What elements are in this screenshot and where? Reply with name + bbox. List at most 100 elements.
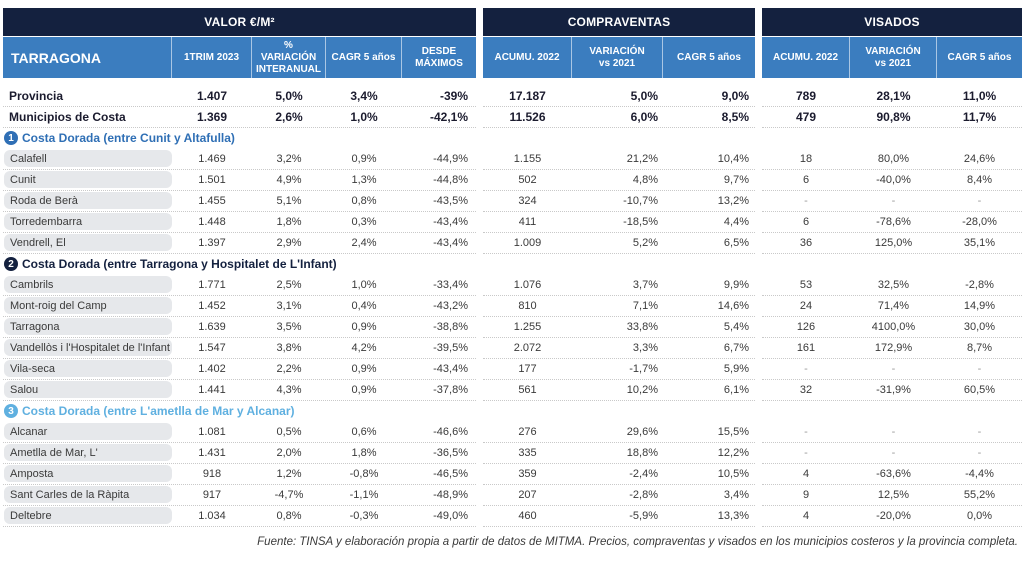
row-divider bbox=[483, 337, 755, 338]
row-divider bbox=[483, 463, 755, 464]
cell-cagr-valor: 0,3% bbox=[351, 215, 377, 228]
cell-cv-acumu: 17.187 bbox=[509, 88, 546, 103]
row-divider bbox=[762, 400, 1022, 401]
cell-cagr-valor: 0,8% bbox=[351, 194, 377, 207]
cell-cv-cagr: 6,7% bbox=[723, 341, 749, 354]
municipality-name: Vandellòs i l'Hospitalet de l'Infant bbox=[4, 339, 172, 356]
cell-trim: 1.034 bbox=[198, 509, 226, 522]
cell-trim: 1.501 bbox=[198, 173, 226, 186]
cell-cv-cagr: 9,0% bbox=[721, 88, 749, 103]
cell-cv-cagr: 9,7% bbox=[723, 173, 749, 186]
cell-var-interanual: 2,2% bbox=[276, 362, 302, 375]
row-divider bbox=[483, 253, 755, 254]
cell-trim: 1.452 bbox=[198, 299, 226, 312]
municipality-name: Ametlla de Mar, L' bbox=[4, 444, 172, 461]
municipality-name: Tarragona bbox=[4, 318, 172, 335]
row-divider bbox=[483, 169, 755, 170]
row-divider bbox=[3, 190, 476, 191]
row-divider bbox=[762, 379, 1022, 380]
cell-cv-cagr: 5,4% bbox=[723, 320, 749, 333]
row-label: Municipios de Costa bbox=[9, 109, 126, 124]
cell-trim: 1.448 bbox=[198, 215, 226, 228]
row-divider bbox=[762, 505, 1022, 506]
row-divider bbox=[762, 211, 1022, 212]
cell-var-interanual: 3,5% bbox=[276, 320, 302, 333]
cell-vis-cagr: - bbox=[977, 194, 982, 207]
cell-desde-maximos: -36,5% bbox=[433, 446, 468, 459]
cell-vis-var: - bbox=[891, 194, 896, 207]
cell-desde-maximos: -39% bbox=[439, 88, 468, 103]
cell-vis-acumu: 24 bbox=[799, 299, 813, 312]
col-header-vis-var: VARIACIÓN vs 2021 bbox=[850, 37, 937, 78]
cell-var-interanual: 0,5% bbox=[276, 425, 302, 438]
cell-desde-maximos: -43,4% bbox=[433, 215, 468, 228]
cell-cagr-valor: 0,9% bbox=[351, 152, 377, 165]
cell-cv-cagr: 4,4% bbox=[723, 215, 749, 228]
table-row: Roda de Berà 1.455 5,1% 0,8% -43,5% 324 -10,7%… bbox=[0, 190, 1024, 211]
cell-vis-acumu: 53 bbox=[799, 278, 813, 291]
cell-cv-acumu: 2.072 bbox=[513, 341, 542, 354]
cell-cv-acumu: 502 bbox=[518, 173, 537, 186]
cell-cagr-valor: 0,9% bbox=[351, 362, 377, 375]
cell-vis-var: -63,6% bbox=[876, 467, 911, 480]
cell-vis-var: -40,0% bbox=[876, 173, 911, 186]
cell-var-interanual: -4,7% bbox=[274, 488, 304, 501]
row-divider bbox=[483, 358, 755, 359]
cell-trim: 1.455 bbox=[198, 194, 226, 207]
cell-desde-maximos: -44,9% bbox=[433, 152, 468, 165]
col-header-vis-cagr: CAGR 5 años bbox=[937, 37, 1022, 78]
row-divider bbox=[3, 484, 476, 485]
cell-cagr-valor: 4,2% bbox=[351, 341, 377, 354]
row-divider bbox=[3, 295, 476, 296]
table-row: Vandellòs i l'Hospitalet de l'Infant 1.54… bbox=[0, 337, 1024, 358]
cell-vis-acumu: - bbox=[804, 194, 808, 207]
cell-vis-cagr: - bbox=[977, 362, 982, 375]
cell-var-interanual: 3,2% bbox=[276, 152, 302, 165]
cell-var-interanual: 2,9% bbox=[276, 236, 302, 249]
cell-vis-acumu: 789 bbox=[795, 88, 817, 103]
cell-vis-acumu: 9 bbox=[802, 488, 810, 501]
table-row: Cambrils 1.771 2,5% 1,0% -33,4% 1.076 3,7% 9,9%… bbox=[0, 274, 1024, 295]
cell-var-interanual: 4,9% bbox=[276, 173, 302, 186]
cell-vis-var: 90,8% bbox=[876, 109, 911, 124]
table-row: Amposta 918 1,2% -0,8% -46,5% 359 -2,4% 10,5% 4 -… bbox=[0, 463, 1024, 484]
cell-cv-cagr: 13,2% bbox=[717, 194, 749, 207]
cell-cv-var: 18,8% bbox=[626, 446, 658, 459]
cell-desde-maximos: -43,4% bbox=[433, 236, 468, 249]
cell-vis-var: 172,9% bbox=[874, 341, 913, 354]
cell-cv-var: 10,2% bbox=[626, 383, 658, 396]
cell-vis-acumu: 4 bbox=[802, 509, 810, 522]
cell-trim: 1.441 bbox=[198, 383, 226, 396]
cell-trim: 1.369 bbox=[196, 109, 228, 124]
cell-var-interanual: 2,0% bbox=[276, 446, 302, 459]
cell-cv-var: -2,8% bbox=[629, 488, 658, 501]
row-divider bbox=[762, 127, 1022, 128]
row-divider bbox=[3, 106, 476, 107]
cell-cv-cagr: 13,3% bbox=[717, 509, 749, 522]
col-header-cagr-valor: CAGR 5 años bbox=[326, 37, 402, 78]
row-divider bbox=[483, 442, 755, 443]
row-divider bbox=[3, 127, 476, 128]
cell-cv-acumu: 359 bbox=[518, 467, 537, 480]
row-divider bbox=[762, 232, 1022, 233]
cell-cv-var: 4,8% bbox=[632, 173, 658, 186]
cell-trim: 1.397 bbox=[198, 236, 226, 249]
table-row: Vendrell, El 1.397 2,9% 2,4% -43,4% 1.009 5,2%… bbox=[0, 232, 1024, 253]
cell-cv-var: 3,7% bbox=[632, 278, 658, 291]
cell-cagr-valor: -1,1% bbox=[349, 488, 379, 501]
cell-cv-var: -5,9% bbox=[629, 509, 658, 522]
number-badge-icon: 1 bbox=[4, 131, 18, 145]
visados-header: VISADOS bbox=[762, 8, 1022, 36]
row-divider bbox=[762, 316, 1022, 317]
cell-vis-var: -31,9% bbox=[876, 383, 911, 396]
cell-vis-var: 28,1% bbox=[876, 88, 911, 103]
cell-cagr-valor: 3,4% bbox=[350, 88, 378, 103]
row-divider bbox=[483, 484, 755, 485]
cell-desde-maximos: -39,5% bbox=[433, 341, 468, 354]
row-divider bbox=[762, 442, 1022, 443]
cell-var-interanual: 4,3% bbox=[276, 383, 302, 396]
row-divider bbox=[3, 442, 476, 443]
table-row: Sant Carles de la Ràpita 917 -4,7% -1,1% -48… bbox=[0, 484, 1024, 505]
cell-cv-acumu: 324 bbox=[518, 194, 537, 207]
cell-cv-cagr: 5,9% bbox=[723, 362, 749, 375]
